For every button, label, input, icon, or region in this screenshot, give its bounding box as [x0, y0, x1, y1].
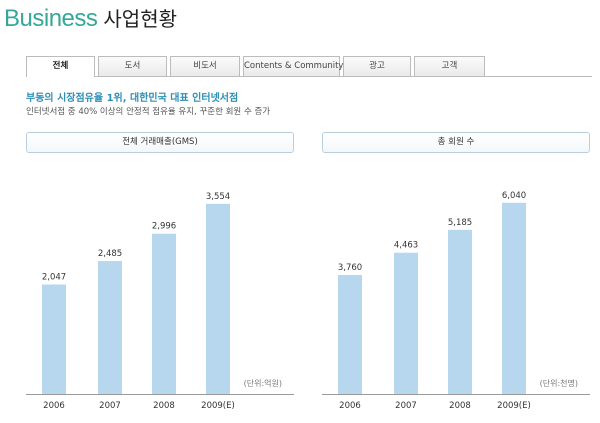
chart-svg: 3,760 2006 4,463 2007 5,185 2008 6,040 2009(E) (… — [322, 191, 590, 411]
chart-svg: 2,047 2006 2,485 2007 2,996 2008 3,554 2009(E) (… — [26, 192, 294, 411]
bar-value-label: 5,185 — [448, 218, 472, 228]
unit-label: (단위:천명) — [540, 378, 578, 388]
bar-2009(E) — [206, 203, 230, 394]
category-label: 2007 — [395, 401, 417, 411]
intro-subline: 인터넷서점 중 40% 이상의 안정적 점유율 유지, 꾸준한 회원 수 증가 — [26, 107, 271, 117]
bar-2009(E) — [502, 202, 526, 394]
tab-customers[interactable]: 고객 — [414, 56, 485, 76]
bar-value-label: 3,554 — [206, 192, 230, 202]
unit-label: (단위:억원) — [244, 378, 282, 388]
bar-2006 — [42, 284, 66, 394]
category-label: 2006 — [339, 401, 361, 411]
members-bar-chart: 3,760 2006 4,463 2007 5,185 2008 6,040 2009(E) (… — [322, 160, 592, 423]
bar-2007 — [394, 252, 418, 394]
tab-advertising[interactable]: 광고 — [343, 56, 411, 76]
page-title: Business 사업현황 — [4, 3, 177, 32]
page-title-korean: 사업현황 — [103, 7, 177, 31]
tab-bar: 전체 도서 비도서 Contents & Community 광고 고객 — [26, 56, 592, 77]
gms-bar-chart: 2,047 2006 2,485 2007 2,996 2008 3,554 2009(E) (… — [26, 160, 296, 423]
bar-2008 — [448, 229, 472, 394]
page-title-english: Business — [4, 5, 98, 32]
bar-2007 — [98, 261, 122, 394]
category-label: 2008 — [449, 401, 471, 411]
bar-value-label: 3,760 — [338, 263, 362, 273]
bar-2008 — [152, 233, 176, 394]
bar-value-label: 6,040 — [502, 191, 526, 201]
intro-headline: 부동의 시장점유율 1위, 대한민국 대표 인터넷서점 — [26, 93, 239, 104]
category-label: 2006 — [43, 401, 65, 411]
category-label: 2009(E) — [201, 401, 235, 411]
tab-all[interactable]: 전체 — [26, 56, 95, 77]
tab-books[interactable]: 도서 — [98, 56, 167, 76]
bar-2006 — [338, 274, 362, 394]
bar-value-label: 2,485 — [98, 249, 122, 259]
chart-title-members: 총 회원 수 — [322, 132, 590, 153]
category-label: 2009(E) — [497, 401, 531, 411]
tab-non-books[interactable]: 비도서 — [170, 56, 240, 76]
category-label: 2008 — [153, 401, 175, 411]
bar-value-label: 4,463 — [394, 241, 418, 251]
bar-value-label: 2,996 — [152, 222, 176, 232]
tab-contents-community[interactable]: Contents & Community — [243, 56, 343, 76]
bar-value-label: 2,047 — [42, 272, 66, 282]
chart-title-gms: 전체 거래매출(GMS) — [26, 132, 294, 153]
category-label: 2007 — [99, 401, 121, 411]
